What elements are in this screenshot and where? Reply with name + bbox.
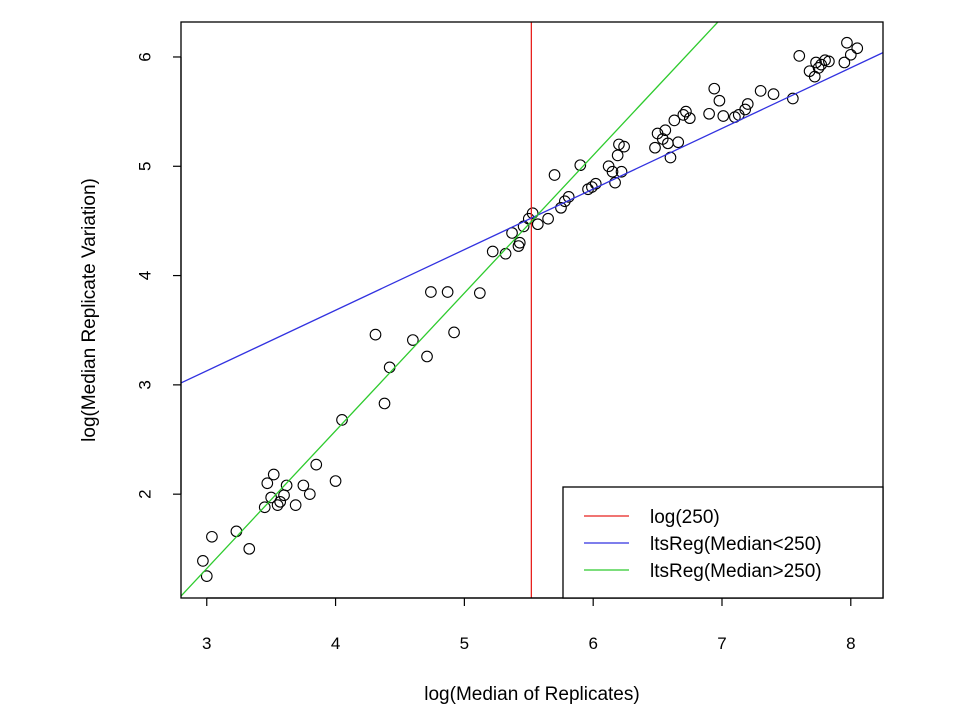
y-tick-label: 5	[136, 162, 155, 171]
x-tick-label: 5	[460, 634, 469, 653]
x-axis-title: log(Median of Replicates)	[424, 684, 639, 705]
data-point	[421, 350, 433, 363]
data-point	[680, 105, 692, 118]
data-point	[280, 479, 293, 492]
data-point	[558, 195, 571, 208]
y-tick-label: 6	[136, 52, 155, 61]
line-ltsreg-2	[181, 22, 719, 597]
x-axis: 3 4 5 6 7 8	[202, 597, 856, 653]
x-tick-label: 4	[331, 634, 340, 653]
data-point	[271, 499, 284, 511]
y-axis-title: log(Median Replicate Variation)	[79, 178, 100, 442]
legend-label-blue: ltsReg(Median<250)	[650, 534, 822, 555]
data-point	[531, 218, 544, 231]
data-point	[815, 58, 828, 71]
data-point	[767, 88, 780, 100]
data-point	[425, 286, 437, 298]
data-point	[708, 82, 721, 95]
data-point	[329, 475, 342, 487]
y-axis: 2 3 4 5 6	[136, 52, 182, 499]
data-point	[683, 112, 696, 125]
data-point	[793, 50, 806, 62]
data-point	[407, 334, 419, 346]
data-point	[615, 165, 628, 178]
data-point	[243, 542, 256, 555]
data-point	[441, 286, 454, 298]
data-point	[197, 554, 209, 567]
legend-label-vline: log(250)	[650, 507, 720, 528]
y-tick-label: 2	[136, 489, 155, 498]
data-point	[526, 207, 539, 220]
data-point	[741, 98, 754, 110]
data-point	[369, 328, 382, 341]
data-point	[448, 326, 460, 339]
data-point	[548, 169, 561, 181]
data-point	[812, 62, 825, 74]
data-point	[609, 176, 621, 189]
data-point	[649, 141, 661, 154]
data-point	[659, 124, 672, 137]
data-point	[672, 136, 685, 149]
data-point	[473, 287, 486, 299]
data-point	[677, 109, 690, 121]
data-point	[310, 458, 323, 471]
data-point	[513, 236, 526, 249]
data-point	[486, 245, 499, 258]
data-point	[555, 201, 567, 214]
data-point	[613, 138, 625, 151]
legend-label-green: ltsReg(Median>250)	[650, 561, 822, 582]
data-point	[289, 499, 302, 511]
data-point	[261, 477, 274, 490]
data-point	[542, 212, 554, 225]
data-point	[303, 488, 316, 501]
data-point	[713, 94, 726, 107]
line-ltsreg-1	[181, 52, 883, 384]
data-point	[786, 92, 799, 105]
data-point	[754, 85, 767, 97]
data-point	[206, 530, 218, 543]
x-tick-label: 3	[202, 634, 211, 653]
x-tick-label: 6	[588, 634, 597, 653]
data-point	[589, 177, 602, 190]
data-point	[841, 36, 853, 49]
data-point	[562, 191, 575, 203]
data-point	[703, 107, 715, 120]
data-point	[378, 397, 391, 410]
data-point	[851, 42, 864, 55]
data-point	[618, 140, 630, 153]
data-point	[574, 159, 587, 172]
data-point	[200, 570, 213, 582]
data-point	[717, 110, 730, 122]
data-point	[267, 468, 280, 481]
data-point	[274, 495, 287, 508]
data-point	[258, 501, 271, 514]
data-point	[838, 56, 851, 69]
legend: log(250) ltsReg(Median<250) ltsReg(Media…	[562, 486, 884, 599]
data-point	[844, 48, 857, 61]
data-point	[606, 165, 619, 178]
data-point	[810, 56, 822, 69]
y-tick-label: 3	[136, 380, 155, 389]
data-point	[230, 525, 243, 538]
data-point	[739, 103, 752, 116]
lines-layer	[181, 22, 883, 598]
y-tick-label: 4	[136, 271, 155, 280]
data-point	[668, 114, 681, 127]
x-tick-label: 7	[717, 634, 726, 653]
data-point	[297, 479, 310, 492]
data-point	[336, 413, 348, 426]
x-tick-label: 8	[846, 634, 855, 653]
data-point	[823, 55, 835, 68]
data-point	[383, 361, 396, 374]
